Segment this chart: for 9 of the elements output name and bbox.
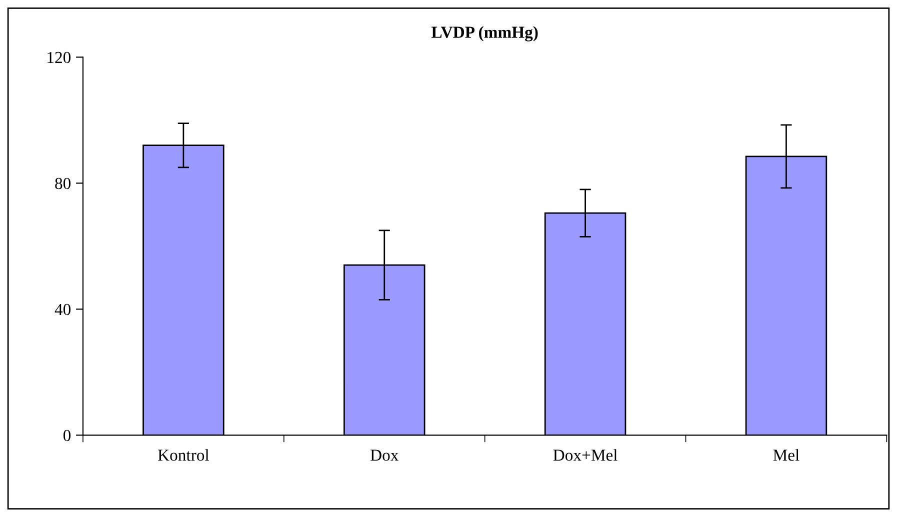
chart-title: LVDP (mmHg) [431,26,538,42]
x-tick-label: Mel [773,449,800,461]
y-tick-label: 120 [48,52,71,64]
x-tick-label: Dox+Mel [553,449,618,461]
y-tick-label: 80 [55,178,71,190]
y-tick-label: 40 [54,304,71,316]
x-tick-label: Dox [370,450,399,461]
y-tick-label: 0 [63,430,71,442]
x-tick-label: Kontrol [158,449,210,461]
